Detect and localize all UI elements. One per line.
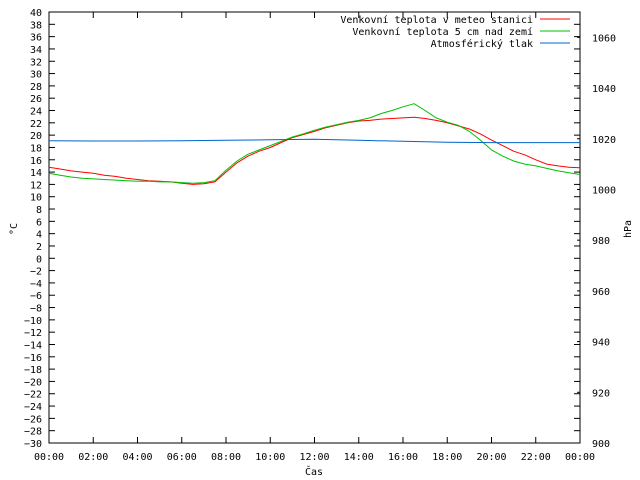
series-lines	[48, 103, 581, 185]
y-left-tick-label: −12	[24, 328, 42, 339]
y-left-tick-label: 26	[30, 94, 42, 105]
right-axis-ticks: 900 920 940 960 980 1000 1020 1040 1060	[577, 33, 616, 450]
y-left-tick-label: −24	[24, 402, 42, 413]
y-left-tick-label: 40	[30, 8, 42, 19]
y-left-tick-label: −26	[24, 414, 42, 425]
y-left-tick-label: 16	[30, 156, 42, 167]
y-left-tick-label: 20	[30, 131, 42, 142]
y-left-tick-label: −4	[30, 279, 42, 290]
y-left-tick-label: −18	[24, 365, 42, 376]
left-axis-ticks: −30−28−26−24−22−20−18−16−14−12−10−8−6−4−…	[24, 8, 580, 450]
legend-label: Venkovní teplota 5 cm nad zemí	[352, 26, 533, 38]
y-left-tick-label: −30	[24, 439, 42, 450]
y-left-tick-label: −6	[30, 291, 42, 302]
x-tick-label: 22:00	[521, 452, 551, 463]
x-tick-label: 04:00	[122, 452, 152, 463]
y-right-tick-label: 900	[592, 439, 610, 450]
x-axis-label: Čas	[305, 465, 323, 478]
y-right-tick-label: 1000	[592, 185, 616, 196]
x-tick-label: 00:00	[565, 452, 595, 463]
y-left-tick-label: −20	[24, 377, 42, 388]
y-left-tick-label: 36	[30, 33, 42, 44]
x-tick-label: 00:00	[34, 452, 64, 463]
y-right-tick-label: 940	[592, 338, 610, 349]
y-right-tick-label: 960	[592, 287, 610, 298]
y-right-tick-label: 1060	[592, 33, 616, 44]
y-left-tick-label: −10	[24, 316, 42, 327]
y-left-tick-label: −14	[24, 340, 42, 351]
series-line	[48, 103, 581, 184]
series-line	[48, 116, 581, 185]
x-tick-label: 20:00	[476, 452, 506, 463]
y-left-tick-label: 6	[36, 217, 42, 228]
plot-area	[48, 11, 581, 444]
y-axis-left-label: °C	[9, 223, 20, 235]
y-left-tick-label: −22	[24, 390, 42, 401]
y-left-tick-label: 4	[36, 230, 42, 241]
y-left-tick-label: 38	[30, 20, 42, 31]
x-tick-label: 02:00	[78, 452, 108, 463]
x-tick-label: 16:00	[388, 452, 418, 463]
x-axis-ticks: 00:00 02:00 04:00 06:00 08:00 10:00 12:00 14:00…	[34, 12, 595, 463]
y-left-tick-label: 18	[30, 143, 42, 154]
y-right-tick-label: 1020	[592, 135, 616, 146]
y-right-tick-label: 920	[592, 388, 610, 399]
y-left-tick-label: 24	[30, 107, 42, 118]
y-left-tick-label: −16	[24, 353, 42, 364]
y-axis-right-label: hPa	[623, 220, 634, 238]
x-tick-label: 18:00	[432, 452, 462, 463]
y-left-tick-label: −28	[24, 427, 42, 438]
legend: Venkovní teplota v meteo staniciVenkovní…	[340, 14, 570, 50]
series-line	[48, 138, 580, 144]
x-tick-label: 10:00	[255, 452, 285, 463]
y-left-tick-label: 12	[30, 180, 42, 191]
y-left-tick-label: 22	[30, 119, 42, 130]
y-left-tick-label: −8	[30, 304, 42, 315]
y-left-tick-label: 32	[30, 57, 42, 68]
y-left-tick-label: 34	[30, 45, 42, 56]
y-left-tick-label: 10	[30, 193, 42, 204]
y-left-tick-label: 0	[36, 254, 42, 265]
y-right-tick-label: 1040	[592, 84, 616, 95]
x-tick-label: 08:00	[211, 452, 241, 463]
x-tick-label: 12:00	[299, 452, 329, 463]
y-left-tick-label: 28	[30, 82, 42, 93]
y-left-tick-label: 2	[36, 242, 42, 253]
x-tick-label: 06:00	[167, 452, 197, 463]
y-left-tick-label: 14	[30, 168, 42, 179]
y-right-tick-label: 980	[592, 236, 610, 247]
x-tick-label: 14:00	[344, 452, 374, 463]
legend-label: Venkovní teplota v meteo stanici	[340, 14, 533, 26]
y-left-tick-label: −2	[30, 267, 42, 278]
y-left-tick-label: 30	[30, 70, 42, 81]
y-left-tick-label: 8	[36, 205, 42, 216]
legend-label: Atmosférický tlak	[431, 38, 533, 50]
